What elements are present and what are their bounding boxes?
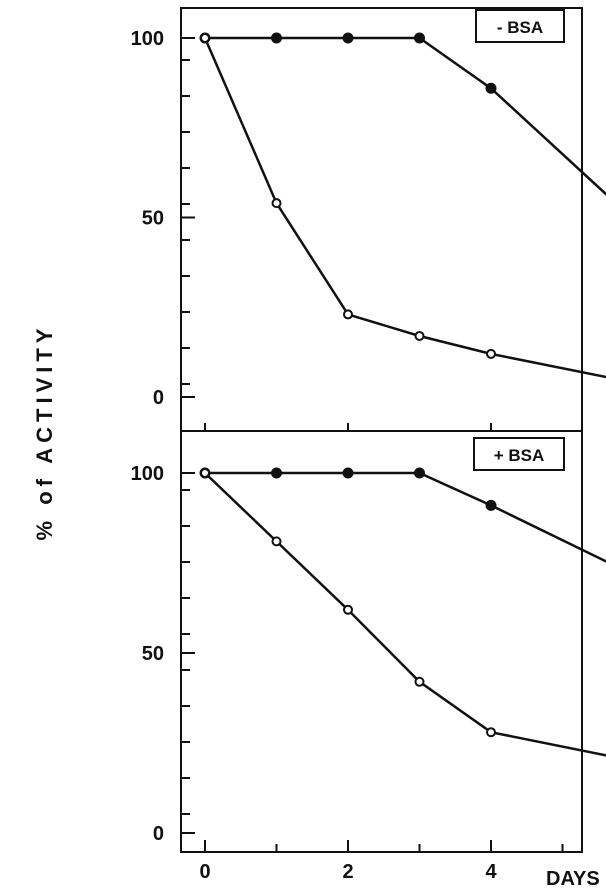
data-point-filled bbox=[414, 32, 425, 44]
series-line-ps2 bbox=[203, 37, 606, 379]
x-tick-label: 4 bbox=[485, 861, 497, 883]
data-point-open bbox=[486, 727, 496, 738]
data-point-open bbox=[271, 536, 282, 547]
x-tick-label: 0 bbox=[199, 861, 210, 883]
y-tick-label: 50 bbox=[142, 643, 164, 665]
data-point-filled bbox=[271, 467, 282, 479]
data-point-open bbox=[343, 604, 353, 615]
data-point-filled bbox=[271, 32, 282, 44]
bottom-legend-box bbox=[473, 437, 565, 471]
data-point-open bbox=[414, 330, 425, 341]
y-tick-label: 100 bbox=[131, 28, 164, 50]
top-legend-text: - BSA bbox=[497, 18, 543, 37]
bottom-legend-text: + BSA bbox=[494, 446, 545, 465]
data-point-filled bbox=[342, 467, 354, 479]
y-tick-label: 0 bbox=[153, 387, 164, 409]
x-axis-label: DAYS bbox=[546, 868, 600, 890]
data-point-filled bbox=[342, 32, 354, 44]
y-tick-label: 50 bbox=[142, 208, 164, 230]
data-point-open bbox=[200, 33, 210, 43]
y-tick-label: 0 bbox=[153, 823, 164, 845]
x-tick-label: 2 bbox=[342, 861, 353, 883]
y-axis-title: % of ACTIVITY bbox=[32, 324, 57, 541]
data-point-open bbox=[486, 348, 496, 359]
series-line-ps1 bbox=[205, 471, 606, 563]
top-panel-frame bbox=[180, 7, 583, 432]
y-tick-label: 100 bbox=[131, 463, 164, 485]
data-point-filled bbox=[414, 467, 425, 479]
data-point-open bbox=[414, 676, 425, 687]
data-point-open bbox=[343, 309, 353, 320]
data-point-open bbox=[271, 198, 282, 209]
data-point-open bbox=[200, 468, 210, 478]
top-legend-box bbox=[475, 9, 565, 43]
bottom-panel-frame bbox=[180, 430, 583, 853]
series-line-ps1 bbox=[205, 36, 606, 196]
data-point-filled bbox=[485, 82, 497, 94]
series-line-ps2 bbox=[204, 472, 606, 757]
data-point-filled bbox=[485, 499, 497, 511]
